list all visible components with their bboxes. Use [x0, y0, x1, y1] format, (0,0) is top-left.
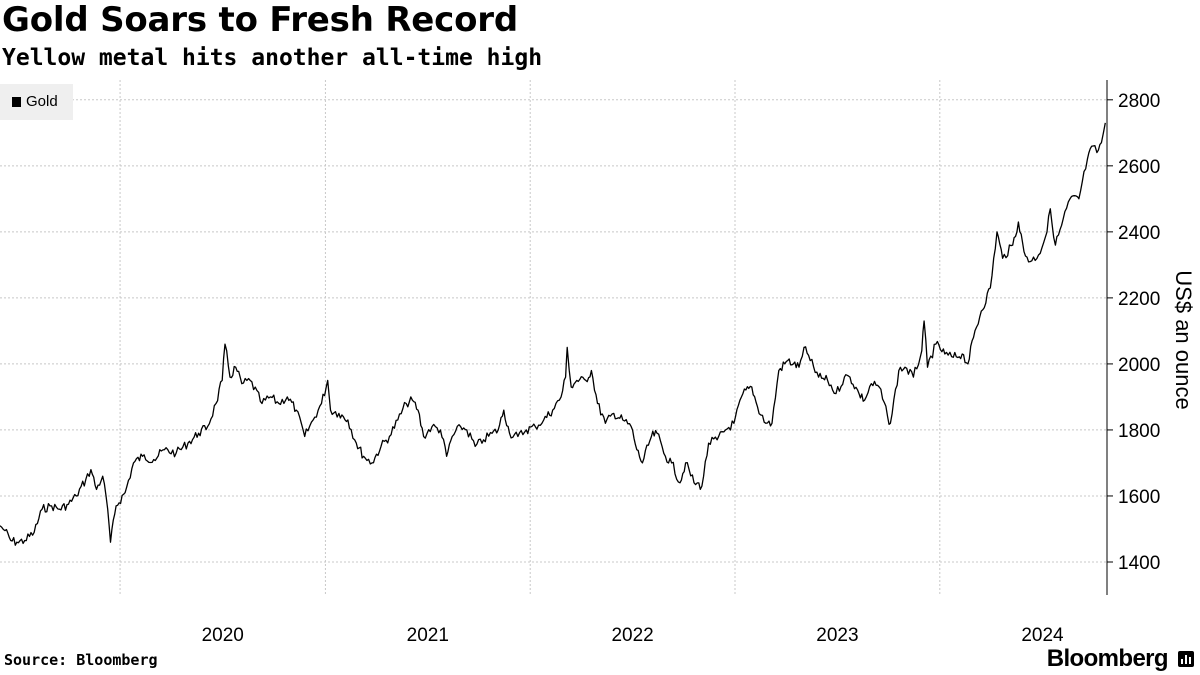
- y-tick-label-2800: 2800: [1118, 91, 1160, 112]
- x-tick-label-2021: 2021: [407, 625, 449, 646]
- source-note: Source: Bloomberg: [4, 651, 158, 669]
- y-tick-label-2600: 2600: [1118, 157, 1160, 178]
- chart-subtitle: Yellow metal hits another all-time high: [2, 45, 543, 71]
- x-tick-label-2020: 2020: [202, 625, 244, 646]
- series-line-gold: [0, 122, 1106, 546]
- series-layer: [0, 122, 1106, 546]
- legend-swatch-gold: [12, 97, 21, 107]
- axes: 1400 1600 1800 2000 2200 2400 2600 2800 2020 2021…: [202, 80, 1160, 646]
- brand-logo-text: Bloomberg: [1046, 645, 1169, 672]
- x-tick-label-2024: 2024: [1021, 625, 1064, 646]
- y-tick-label-2200: 2200: [1118, 289, 1160, 310]
- y-tick-label-2000: 2000: [1118, 355, 1160, 376]
- x-tick-label-2022: 2022: [611, 625, 653, 646]
- gridlines: [0, 80, 1107, 595]
- y-tick-label-2400: 2400: [1118, 223, 1160, 244]
- chart-title: Gold Soars to Fresh Record: [2, 0, 518, 40]
- y-tick-label-1800: 1800: [1118, 421, 1160, 442]
- legend-label-gold: Gold: [26, 93, 58, 110]
- y-tick-label-1600: 1600: [1118, 487, 1160, 508]
- y-axis-label: US$ an ounce: [1171, 270, 1196, 409]
- x-tick-label-2023: 2023: [816, 625, 858, 646]
- y-tick-label-1400: 1400: [1118, 553, 1160, 574]
- bloomberg-terminal-icon: [1178, 651, 1194, 667]
- legend: Gold: [0, 84, 73, 120]
